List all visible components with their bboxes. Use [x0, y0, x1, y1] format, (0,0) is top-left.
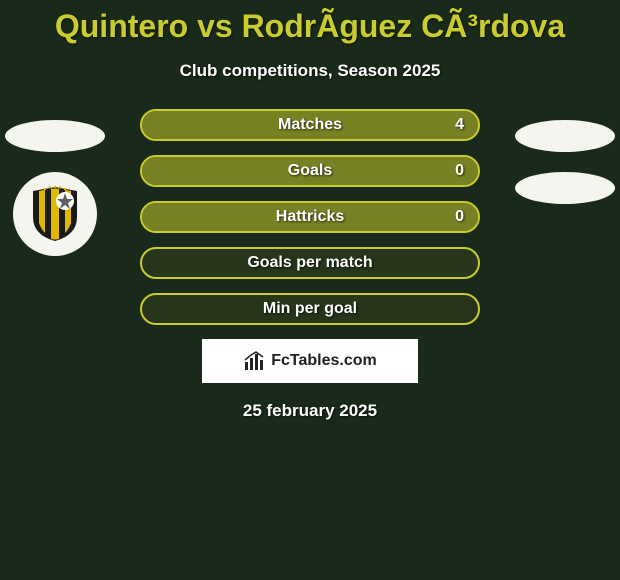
stat-label: Matches: [278, 116, 342, 134]
page-title: Quintero vs RodrÃ­guez CÃ³rdova: [0, 0, 620, 45]
stat-row: Goals 0: [140, 155, 480, 187]
page-subtitle: Club competitions, Season 2025: [0, 61, 620, 81]
stat-label: Min per goal: [263, 300, 357, 318]
stats-list: Matches 4 Goals 0 Hattricks 0 Goals per …: [140, 109, 480, 325]
left-column: [0, 120, 110, 256]
placeholder-pill: [5, 120, 105, 152]
stat-row: Min per goal: [140, 293, 480, 325]
stat-value: 0: [455, 162, 464, 180]
team-crest: [13, 172, 97, 256]
stat-row: Hattricks 0: [140, 201, 480, 233]
stat-label: Goals per match: [247, 254, 372, 272]
placeholder-pill: [515, 120, 615, 152]
placeholder-pill: [515, 172, 615, 204]
shield-icon: [29, 185, 81, 243]
branding-badge: FcTables.com: [202, 339, 418, 383]
stat-value: 0: [455, 208, 464, 226]
chart-icon: [243, 350, 265, 372]
stat-row: Goals per match: [140, 247, 480, 279]
stat-row: Matches 4: [140, 109, 480, 141]
date-label: 25 february 2025: [0, 401, 620, 421]
stat-label: Goals: [288, 162, 332, 180]
stat-value: 4: [455, 116, 464, 134]
stat-label: Hattricks: [276, 208, 344, 226]
branding-text: FcTables.com: [271, 352, 377, 370]
right-column: [510, 120, 620, 224]
